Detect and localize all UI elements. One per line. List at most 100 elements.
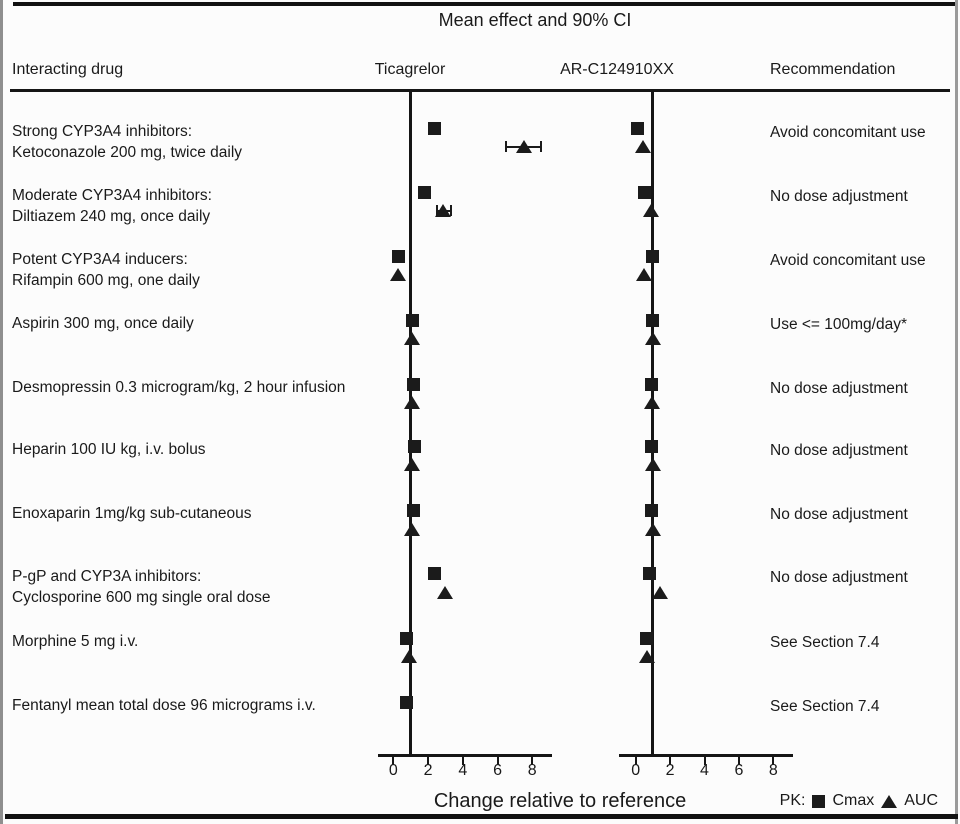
x-axis-tick-label: 2 [665,762,675,779]
column-header-ticagrelor: Ticagrelor [374,61,446,78]
legend-cmax-label: Cmax [832,792,875,809]
row-label: Desmopressin 0.3 microgram/kg, 2 hour in… [12,377,345,398]
row-label-line: Cyclosporine 600 mg single oral dose [12,589,271,606]
cmax-marker [428,567,442,580]
auc-marker [400,650,417,663]
reference-line-arc [651,91,655,757]
x-axis-ticagrelor [378,754,552,757]
row-label-line: P-gP and CYP3A inhibitors: [12,568,202,585]
row-label-line: Potent CYP3A4 inducers: [12,250,188,268]
row-label: Enoxaparin 1mg/kg sub-cutaneous [12,503,252,524]
cmax-marker [642,567,656,580]
x-axis-tick [461,754,464,765]
auc-marker [515,140,532,153]
auc-marker [643,204,660,217]
auc-marker [651,585,668,599]
recommendation-text: Use <= 100mg/day* [770,315,908,333]
row-label: Strong CYP3A4 inhibitors: Ketoconazole 20… [12,121,242,163]
row-label: Fentanyl mean total dose 96 micrograms i… [12,695,316,716]
cmax-marker [428,121,442,135]
recommendation-text: Avoid concomitant use [770,251,926,269]
cmax-marker [399,695,413,709]
row-label-line: Desmopressin 0.3 microgram/kg, 2 hour in… [12,378,346,396]
row-label-line: Fentanyl mean total dose 96 micrograms i… [12,696,316,714]
recommendation-text: See Section 7.4 [770,697,880,715]
recommendation-text: Avoid concomitant use [770,123,926,141]
cmax-marker [637,185,651,199]
auc-marker [389,268,406,281]
cmax-marker [640,631,654,645]
cmax-marker [644,439,658,453]
row-label-line: Heparin 100 IU kg, i.v. bolus [12,440,206,458]
auc-marker [644,396,661,409]
cmax-marker [406,504,420,517]
x-axis-label: Change relative to reference [433,790,687,812]
recommendation-text: See Section 7.4 [770,633,880,651]
x-axis-tick [531,754,534,765]
row-label: P-gP and CYP3A inhibitors: Cyclosporine 6… [12,566,270,608]
x-axis-tick [427,754,430,765]
auc-ci-cap-left [505,141,508,152]
x-axis-tick-label: 4 [700,762,709,779]
row-label-line: Ketoconazole 200 mg, twice daily [12,143,243,161]
cmax-marker [630,121,644,135]
x-axis-tick [737,754,740,765]
cmax-marker [399,631,413,645]
cmax-marker [406,377,420,391]
auc-marker [636,268,653,281]
x-axis-tick [392,754,395,765]
x-axis-tick-label: 8 [768,762,778,779]
auc-marker [644,458,661,471]
recommendation-text: No dose adjustment [770,441,908,459]
recommendation-text: No dose adjustment [770,506,908,523]
cmax-marker [392,249,405,263]
x-axis-tick [496,754,499,765]
x-axis-tick [772,754,775,765]
legend-prefix: PK: [779,792,806,809]
row-label-line: Moderate CYP3A4 inhibitors: [12,186,212,204]
pk-legend: PK: Cmax AUC [780,792,938,810]
x-axis-tick [703,754,706,765]
row-label: Heparin 100 IU kg, i.v. bolus [12,439,206,460]
auc-marker [644,332,661,345]
auc-marker [403,396,420,409]
auc-marker [403,332,420,345]
cmax-marker [418,185,432,199]
row-label: Potent CYP3A4 inducers: Rifampin 600 mg, … [12,249,200,291]
cmax-marker [646,313,660,327]
cmax-marker [644,504,658,517]
right-border-line [955,0,958,824]
auc-marker [403,522,420,536]
row-label-line: Morphine 5 mg i.v. [12,632,139,650]
x-axis-tick-label: 6 [734,762,744,779]
row-label-line: Diltiazem 240 mg, once daily [12,207,211,225]
row-label-line: Strong CYP3A4 inhibitors: [12,122,193,140]
auc-marker [434,204,451,217]
x-axis-tick-label: 2 [423,762,433,779]
legend-auc-label: AUC [904,792,938,809]
auc-marker [638,650,655,663]
x-axis-tick-label: 8 [527,762,537,779]
x-axis-tick-label: 0 [388,762,398,779]
x-axis-tick-label: 6 [493,762,502,779]
recommendation-text: No dose adjustment [770,187,908,205]
left-border-line [0,0,3,824]
top-border-line [13,2,957,6]
column-header-arc124910xx: AR-C124910XX [560,61,674,78]
column-header-recommendation: Recommendation [770,61,896,78]
row-label-line: Enoxaparin 1mg/kg sub-cutaneous [12,505,252,522]
recommendation-text: No dose adjustment [770,569,908,586]
cmax-marker [644,377,658,391]
auc-marker [404,458,421,471]
header-divider-line [10,89,950,92]
x-axis-tick-label: 0 [631,762,641,779]
reference-line-ticagrelor [409,91,413,757]
bottom-border-line [5,814,958,819]
auc-marker [634,140,651,153]
auc-marker [644,522,661,536]
row-label-line: Aspirin 300 mg, once daily [12,314,194,332]
cmax-square-icon [812,794,826,808]
auc-marker [437,585,454,599]
row-label-line: Rifampin 600 mg, one daily [12,271,200,289]
